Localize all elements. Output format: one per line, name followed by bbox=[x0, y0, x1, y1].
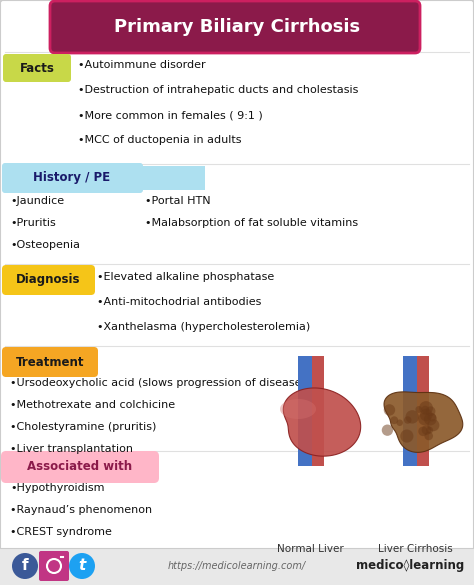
Circle shape bbox=[400, 429, 413, 443]
FancyBboxPatch shape bbox=[2, 265, 95, 295]
Text: •Pruritis: •Pruritis bbox=[10, 218, 56, 228]
Text: Facts: Facts bbox=[19, 61, 55, 74]
Text: •Jaundice: •Jaundice bbox=[10, 196, 64, 206]
Text: •Cholestyramine (pruritis): •Cholestyramine (pruritis) bbox=[10, 422, 156, 432]
Text: •More common in females ( 9:1 ): •More common in females ( 9:1 ) bbox=[78, 110, 263, 120]
Circle shape bbox=[391, 417, 398, 424]
Bar bbox=[417, 356, 429, 436]
Circle shape bbox=[69, 553, 95, 579]
Bar bbox=[403, 356, 417, 436]
Text: •CREST syndrome: •CREST syndrome bbox=[10, 527, 112, 537]
FancyBboxPatch shape bbox=[39, 551, 69, 581]
Text: History / PE: History / PE bbox=[34, 171, 110, 184]
Circle shape bbox=[418, 412, 431, 425]
Bar bbox=[0, 548, 474, 585]
Text: Normal Liver: Normal Liver bbox=[277, 544, 343, 554]
Text: Associated with: Associated with bbox=[27, 460, 133, 473]
Text: •Portal HTN: •Portal HTN bbox=[145, 196, 210, 206]
Circle shape bbox=[424, 412, 437, 425]
Circle shape bbox=[428, 413, 436, 422]
Text: •Methotrexate and colchicine: •Methotrexate and colchicine bbox=[10, 400, 175, 410]
Text: •Raynaud’s phenomenon: •Raynaud’s phenomenon bbox=[10, 505, 152, 515]
Circle shape bbox=[428, 419, 439, 431]
Text: •Osteopenia: •Osteopenia bbox=[10, 240, 80, 250]
Text: https://medicolearning.com/: https://medicolearning.com/ bbox=[168, 561, 306, 571]
Text: •Hypothyroidism: •Hypothyroidism bbox=[10, 483, 104, 493]
FancyBboxPatch shape bbox=[3, 54, 71, 82]
FancyBboxPatch shape bbox=[1, 451, 159, 483]
Text: Primary Biliary Cirrhosis: Primary Biliary Cirrhosis bbox=[114, 18, 360, 36]
Polygon shape bbox=[384, 392, 463, 452]
Bar bbox=[5, 166, 205, 190]
Polygon shape bbox=[280, 399, 316, 419]
Circle shape bbox=[418, 426, 428, 436]
Circle shape bbox=[384, 404, 395, 416]
Circle shape bbox=[404, 417, 411, 424]
Circle shape bbox=[415, 406, 422, 413]
Circle shape bbox=[420, 409, 433, 421]
Text: •MCC of ductopenia in adults: •MCC of ductopenia in adults bbox=[78, 135, 241, 145]
Bar bbox=[298, 436, 312, 466]
Circle shape bbox=[421, 405, 429, 413]
Text: •Destruction of intrahepatic ducts and cholestasis: •Destruction of intrahepatic ducts and c… bbox=[78, 85, 358, 95]
Text: f: f bbox=[22, 559, 28, 573]
Text: Treatment: Treatment bbox=[16, 356, 84, 369]
Circle shape bbox=[426, 426, 433, 433]
Text: Liver Cirrhosis: Liver Cirrhosis bbox=[378, 544, 452, 554]
Circle shape bbox=[419, 401, 433, 415]
Text: •Elevated alkaline phosphatase: •Elevated alkaline phosphatase bbox=[97, 272, 274, 282]
Circle shape bbox=[406, 410, 419, 424]
FancyBboxPatch shape bbox=[2, 347, 98, 377]
Text: •Autoimmune disorder: •Autoimmune disorder bbox=[78, 60, 206, 70]
Circle shape bbox=[422, 425, 431, 435]
Circle shape bbox=[424, 432, 433, 441]
Circle shape bbox=[426, 407, 436, 416]
Bar bbox=[312, 356, 324, 436]
FancyBboxPatch shape bbox=[2, 163, 143, 193]
Text: t: t bbox=[78, 559, 86, 573]
Text: Diagnosis: Diagnosis bbox=[16, 274, 80, 287]
Bar bbox=[312, 436, 324, 466]
Text: •Malabsorption of fat soluble vitamins: •Malabsorption of fat soluble vitamins bbox=[145, 218, 358, 228]
Text: •Anti-mitochodrial antibodies: •Anti-mitochodrial antibodies bbox=[97, 297, 261, 307]
Circle shape bbox=[396, 419, 403, 426]
Circle shape bbox=[12, 553, 38, 579]
Text: •Liver transplantation: •Liver transplantation bbox=[10, 444, 133, 454]
Polygon shape bbox=[283, 388, 361, 456]
Text: medico◊learning: medico◊learning bbox=[356, 559, 464, 573]
Bar bbox=[417, 436, 429, 466]
Text: •Ursodeoxycholic acid (slows progression of disease): •Ursodeoxycholic acid (slows progression… bbox=[10, 378, 306, 388]
Circle shape bbox=[382, 425, 393, 436]
Bar bbox=[403, 436, 417, 466]
Bar bbox=[298, 356, 312, 436]
FancyBboxPatch shape bbox=[50, 1, 420, 53]
Text: •Xanthelasma (hypercholesterolemia): •Xanthelasma (hypercholesterolemia) bbox=[97, 322, 310, 332]
